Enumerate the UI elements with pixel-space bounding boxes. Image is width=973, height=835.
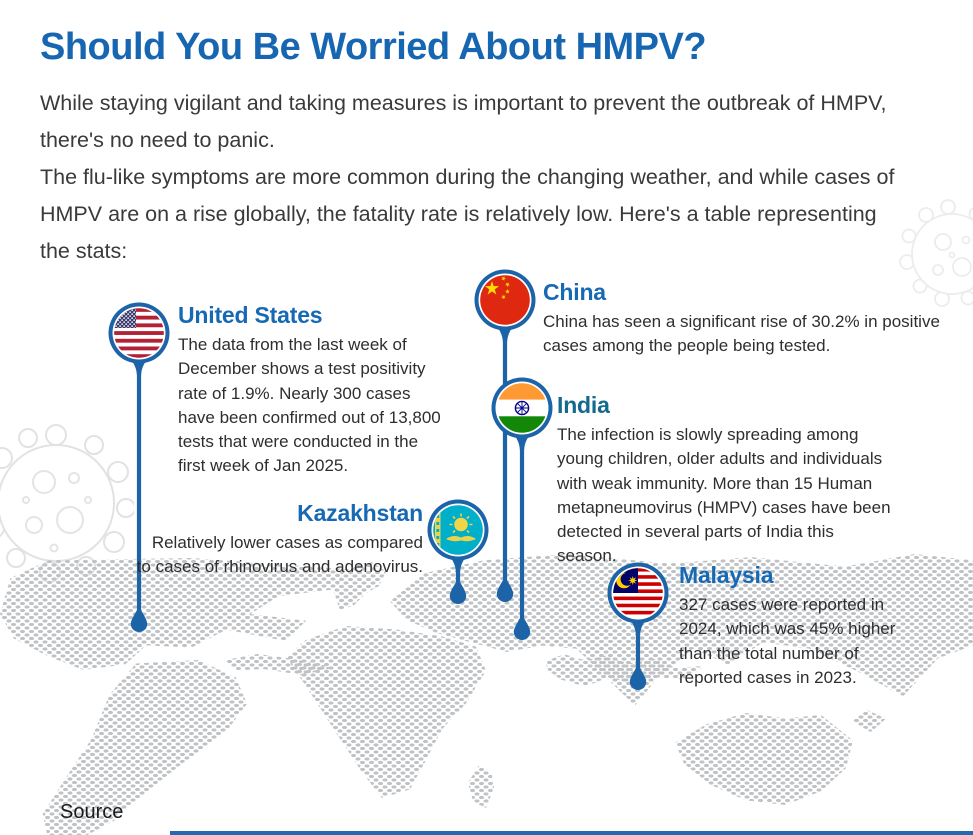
callout-india: India The infection is slowly spreading … [557,392,895,569]
country-description-india: The infection is slowly spreading among … [557,425,891,566]
map-pin-china [474,269,536,603]
country-name-malaysia: Malaysia [679,562,774,588]
map-new-zealand [852,710,886,732]
flag-united-states-icon [114,308,164,358]
country-name-india: India [557,392,610,418]
callout-kazakhstan: Kazakhstan Relatively lower cases as com… [133,500,424,580]
map-australia [675,713,853,805]
intro-text: While staying vigilant and taking measur… [40,85,896,270]
callout-united-states: United States The data from the last wee… [178,302,444,479]
map-africa [286,626,486,798]
virus-outline-left-icon [0,424,134,583]
country-description-kazakhstan: Relatively lower cases as compared to ca… [136,533,423,577]
map-madagascar [468,766,494,808]
source-link[interactable]: Source [60,801,124,823]
intro-paragraph-1: While staying vigilant and taking measur… [40,91,887,152]
virus-outline-top-right-icon [899,199,973,307]
flag-china-icon [480,275,530,325]
map-south-america [42,660,247,835]
flag-india-icon [497,383,547,433]
page-title: Should You Be Worried About HMPV? [40,26,707,68]
flag-malaysia-icon [613,568,663,618]
map-pin-kazakhstan [427,499,489,605]
callout-china: China China has seen a significant rise … [543,279,955,359]
country-name-kazakhstan: Kazakhstan [297,500,423,526]
country-description-united-states: The data from the last week of December … [178,335,441,476]
country-description-malaysia: 327 cases were reported in 2024, which w… [679,595,896,687]
map-pin-united-states [108,302,170,633]
header: Should You Be Worried About HMPV? While … [40,26,920,270]
bottom-accent-bar [170,831,973,835]
flag-kazakhstan-icon [433,505,483,555]
map-pin-india [491,377,553,641]
world-map [0,548,973,835]
country-name-china: China [543,279,606,305]
intro-paragraph-2: The flu-like symptoms are more common du… [40,165,895,263]
map-pin-malaysia [607,562,669,691]
country-name-united-states: United States [178,302,323,328]
callout-malaysia: Malaysia 327 cases were reported in 2024… [679,562,911,690]
country-description-china: China has seen a significant rise of 30.… [543,312,940,356]
